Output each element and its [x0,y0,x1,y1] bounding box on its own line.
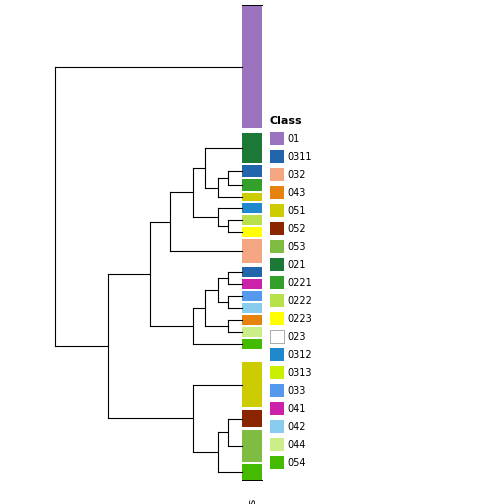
Bar [270,366,284,379]
Bar [242,410,262,427]
Bar [242,165,262,177]
Bar [242,303,262,313]
Bar [242,193,262,201]
Bar [270,348,284,361]
Text: 0223: 0223 [287,313,312,324]
Bar [242,239,262,263]
Bar [242,362,262,407]
Bar [242,227,262,237]
Bar [270,312,284,325]
Bar [242,464,262,480]
Bar [270,384,284,397]
Bar [242,339,262,349]
Bar [242,430,262,462]
Bar [242,203,262,213]
Bar [270,168,284,181]
Text: 0221: 0221 [287,278,312,287]
Bar [242,279,262,289]
Bar [242,327,262,337]
Text: 0222: 0222 [287,295,312,305]
Text: 023: 023 [287,332,305,342]
Bar [270,456,284,469]
Bar [242,5,262,128]
Text: 021: 021 [287,260,305,270]
Text: 052: 052 [287,223,305,233]
Bar [242,215,262,225]
Text: 051: 051 [287,206,305,216]
Bar [270,438,284,451]
Bar [270,402,284,415]
Bar [270,420,284,433]
Text: 01: 01 [287,134,299,144]
Bar [270,258,284,271]
Bar [270,132,284,145]
Bar [270,150,284,163]
Bar [242,291,262,301]
Text: 041: 041 [287,404,305,413]
Text: 032: 032 [287,169,305,179]
Text: 054: 054 [287,458,305,468]
Bar [270,330,284,343]
Bar [242,315,262,325]
Text: 0312: 0312 [287,349,311,359]
Text: Class: Class [247,498,257,504]
Bar [242,179,262,191]
Text: 053: 053 [287,241,305,251]
Bar [242,267,262,277]
Text: 042: 042 [287,421,305,431]
Bar [270,186,284,199]
Text: Class: Class [270,116,302,126]
Text: 044: 044 [287,439,305,450]
Bar [270,240,284,253]
Bar [270,222,284,235]
Text: 0313: 0313 [287,367,311,377]
Text: 0311: 0311 [287,152,311,161]
Bar [270,204,284,217]
Text: 033: 033 [287,386,305,396]
Bar [270,276,284,289]
Bar [242,133,262,163]
Text: 043: 043 [287,187,305,198]
Bar [270,294,284,307]
